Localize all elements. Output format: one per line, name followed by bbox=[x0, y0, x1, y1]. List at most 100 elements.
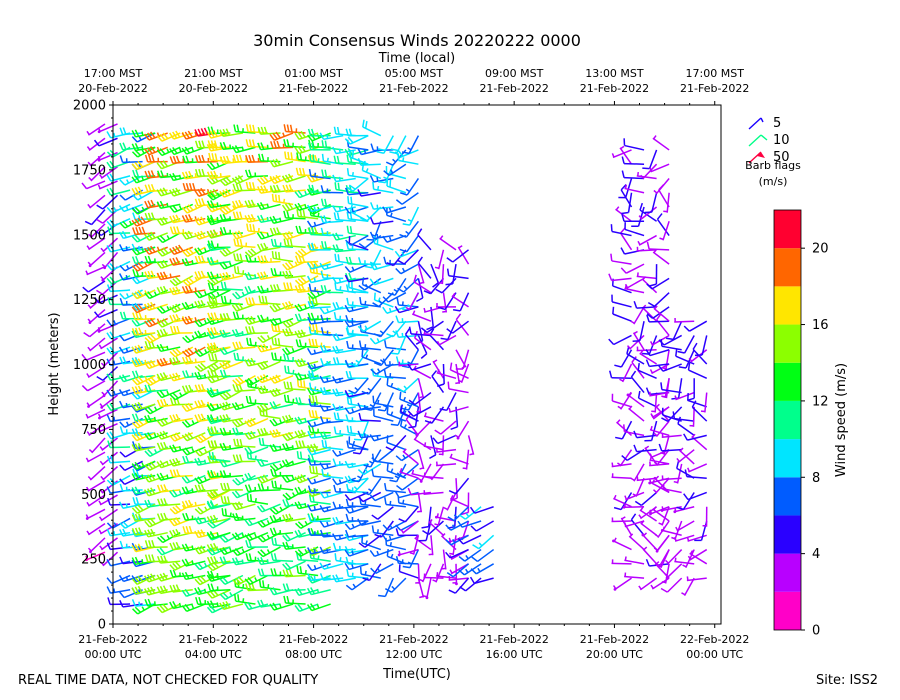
barb-full bbox=[301, 440, 306, 448]
barb-half bbox=[194, 347, 198, 352]
barb-full bbox=[297, 372, 303, 380]
wind-barb bbox=[86, 237, 106, 251]
barb-shaft bbox=[613, 497, 632, 508]
barb-half bbox=[351, 462, 354, 467]
barb-full bbox=[382, 534, 388, 542]
wind-barb bbox=[181, 301, 206, 310]
barb-full bbox=[306, 347, 312, 355]
barb-full bbox=[385, 161, 394, 166]
barb-full bbox=[260, 483, 265, 491]
wind-barb bbox=[282, 489, 306, 501]
barb-half bbox=[87, 161, 92, 166]
barb-full bbox=[134, 263, 141, 270]
barb-half bbox=[316, 588, 320, 593]
barb-half bbox=[138, 292, 142, 297]
barb-full bbox=[172, 529, 178, 537]
barb-half bbox=[313, 449, 317, 454]
barb-full bbox=[219, 593, 226, 600]
barb-shaft bbox=[172, 474, 193, 478]
barb-full bbox=[232, 311, 237, 319]
barb-full bbox=[134, 527, 140, 535]
barb-half bbox=[379, 330, 384, 334]
barb-half bbox=[388, 207, 392, 212]
barb-full bbox=[285, 270, 290, 278]
barb-full bbox=[272, 227, 278, 235]
barb-full bbox=[143, 475, 150, 483]
barb-full bbox=[84, 220, 93, 226]
barb-shaft bbox=[135, 603, 156, 607]
barb-full bbox=[232, 211, 237, 219]
barb-full bbox=[194, 218, 200, 226]
barb-full bbox=[159, 148, 166, 155]
wind-barb bbox=[206, 256, 231, 265]
barb-half bbox=[166, 306, 170, 311]
barb-full bbox=[270, 238, 274, 247]
barb-full bbox=[119, 293, 126, 300]
wind-barb bbox=[83, 323, 106, 338]
barb-full bbox=[358, 284, 365, 291]
barb-full bbox=[308, 283, 312, 291]
barb-full bbox=[184, 301, 190, 309]
barb-full bbox=[222, 402, 228, 410]
barb-full bbox=[194, 436, 201, 444]
wind-barb bbox=[219, 589, 244, 601]
wind-barb bbox=[371, 468, 394, 479]
barb-shaft bbox=[124, 189, 143, 201]
barb-full bbox=[209, 547, 216, 555]
barb-full bbox=[272, 527, 278, 535]
barb-half bbox=[304, 488, 307, 493]
barb-shaft bbox=[87, 451, 106, 463]
barb-half bbox=[357, 475, 362, 479]
wind-barb bbox=[257, 483, 281, 492]
barb-full bbox=[470, 525, 477, 532]
barb-full bbox=[137, 289, 144, 297]
barb-shaft bbox=[611, 476, 632, 479]
wind-barb bbox=[156, 160, 181, 170]
barb-half bbox=[191, 573, 194, 579]
barb-shaft bbox=[110, 360, 131, 367]
barb-half bbox=[113, 390, 116, 396]
barb-half bbox=[365, 354, 369, 359]
barb-full bbox=[188, 182, 193, 191]
barb-full bbox=[172, 562, 179, 570]
wind-barb bbox=[244, 315, 269, 325]
barb-shaft bbox=[161, 317, 181, 328]
barb-full bbox=[137, 543, 143, 551]
barb-half bbox=[87, 203, 91, 208]
barb-full bbox=[210, 256, 215, 265]
wind-barb bbox=[98, 337, 118, 350]
barb-full bbox=[156, 261, 162, 269]
barb-full bbox=[236, 124, 240, 133]
barb-shaft bbox=[611, 376, 632, 380]
wind-barb bbox=[93, 137, 118, 147]
barb-shaft bbox=[100, 166, 118, 179]
barb-full bbox=[134, 433, 141, 440]
barb-half bbox=[417, 510, 422, 513]
barb-full bbox=[610, 224, 613, 232]
wind-barb bbox=[206, 416, 231, 425]
barb-full bbox=[109, 276, 116, 284]
barb-half bbox=[266, 232, 270, 237]
barb-calm-dot bbox=[419, 479, 423, 483]
barb-half bbox=[317, 158, 320, 163]
barb-full bbox=[210, 282, 215, 291]
barb-full bbox=[195, 597, 199, 605]
barb-full bbox=[187, 347, 194, 355]
wind-barb bbox=[169, 600, 193, 610]
barb-full bbox=[358, 412, 362, 421]
barb-full bbox=[309, 465, 312, 473]
barb-full bbox=[198, 140, 202, 148]
barb-half bbox=[390, 468, 394, 473]
barb-shaft bbox=[436, 463, 457, 467]
wind-barb bbox=[361, 349, 382, 365]
barb-full bbox=[134, 327, 140, 335]
barb-half bbox=[216, 162, 220, 167]
barb-full bbox=[169, 156, 174, 164]
barb-full bbox=[143, 433, 150, 440]
barb-full bbox=[181, 559, 187, 567]
barb-full bbox=[207, 470, 212, 478]
barb-shaft bbox=[101, 451, 119, 466]
barb-half bbox=[611, 153, 615, 158]
wind-barb bbox=[156, 555, 181, 564]
wind-barb bbox=[169, 187, 193, 197]
